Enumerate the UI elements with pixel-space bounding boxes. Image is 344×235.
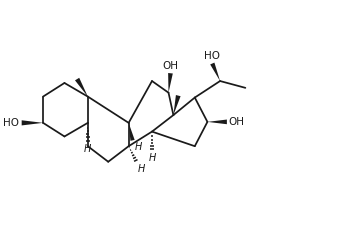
Text: H: H (148, 153, 156, 163)
Text: OH: OH (229, 117, 245, 127)
Text: HO: HO (204, 51, 220, 61)
Polygon shape (207, 120, 227, 124)
Polygon shape (22, 120, 43, 125)
Text: H: H (137, 164, 145, 174)
Text: H: H (135, 142, 142, 152)
Polygon shape (75, 78, 88, 97)
Polygon shape (168, 73, 173, 93)
Text: HO: HO (3, 118, 19, 128)
Polygon shape (173, 95, 181, 115)
Text: OH: OH (162, 61, 179, 71)
Polygon shape (210, 63, 220, 81)
Text: H: H (84, 144, 92, 154)
Polygon shape (129, 123, 135, 141)
